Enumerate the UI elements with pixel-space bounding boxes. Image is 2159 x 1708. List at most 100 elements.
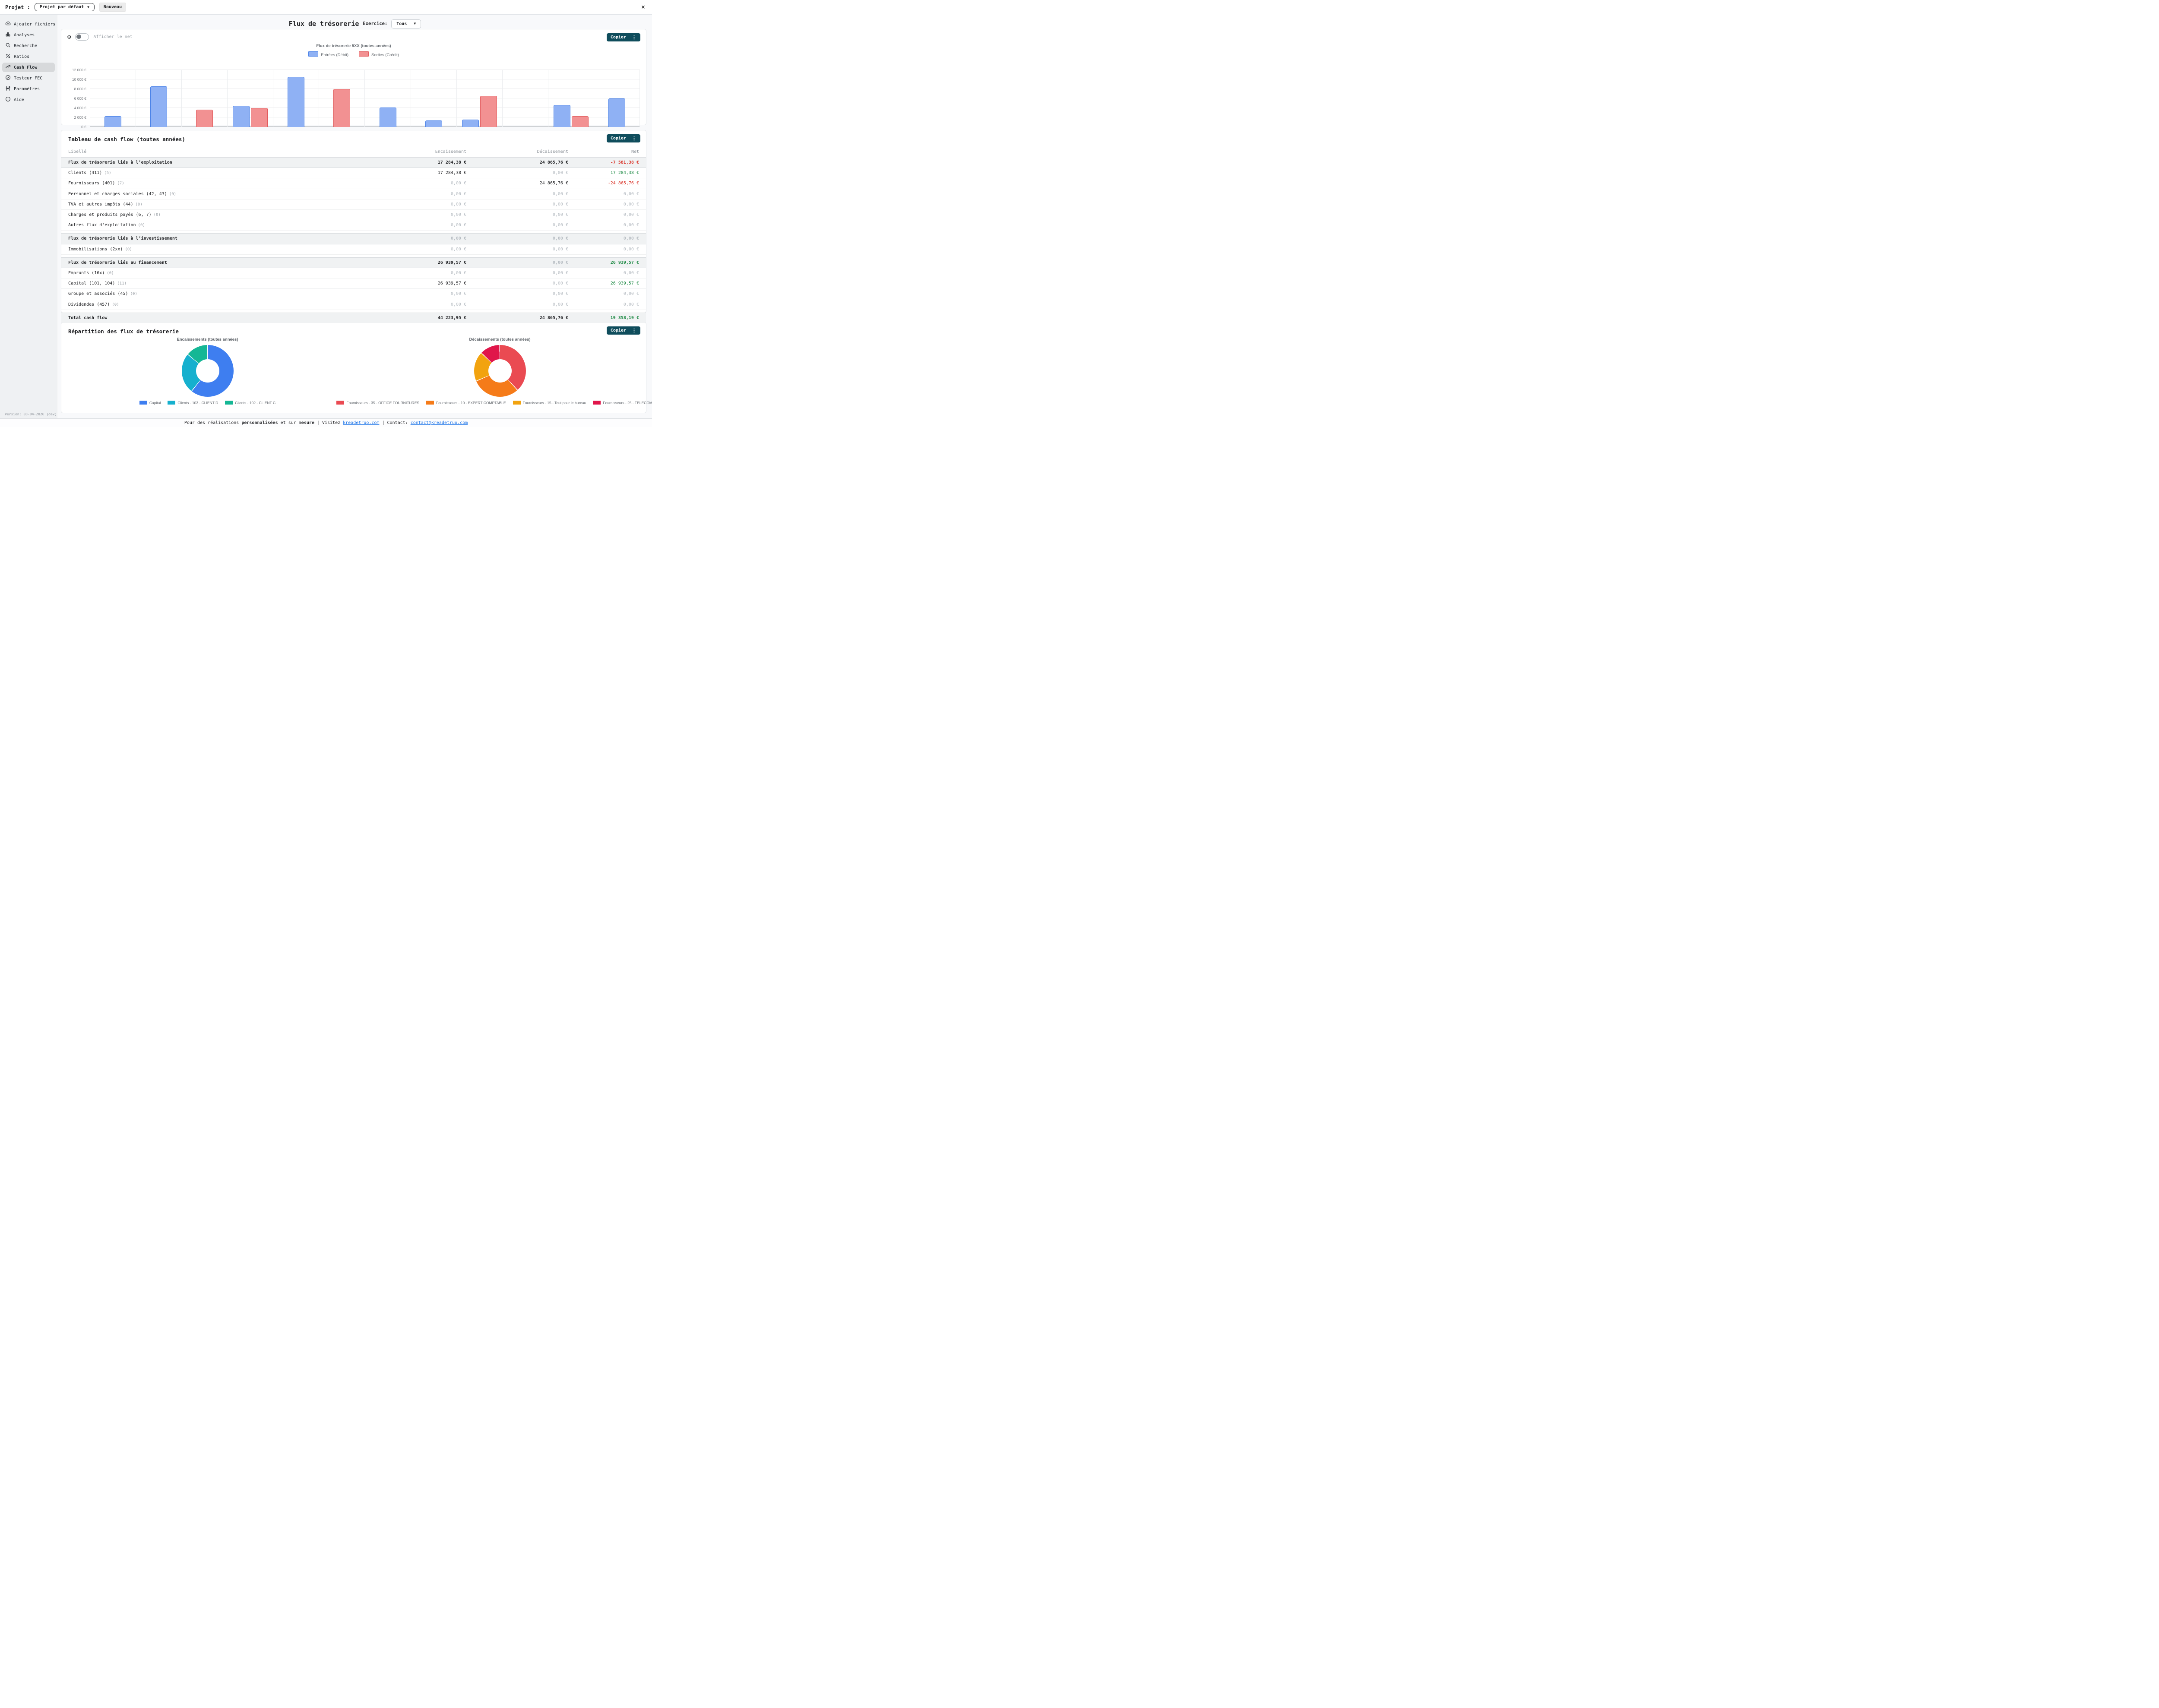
sidebar-item-analyses[interactable]: Analyses: [2, 30, 55, 40]
bar-entrees-debit-avr: [233, 106, 250, 127]
bar-sorties-credit-avr: [251, 108, 268, 127]
table-row-fournisseurs-401: Fournisseurs (401) (7) 0,00 € 24 865,76 € -2…: [61, 178, 646, 189]
month-column-juin: [319, 70, 364, 127]
legend-item-clients-103-client-d: Clients - 103 - CLIENT D: [168, 401, 218, 405]
legend-item-fournisseurs-10-expert-comptable: Fournisseurs - 10 - EXPERT COMPTABLE: [426, 401, 506, 405]
percent-icon: [5, 53, 11, 60]
sidebar-item-parametres[interactable]: Paramètres: [2, 84, 55, 94]
show-net-toggle[interactable]: [75, 33, 89, 41]
legend-label: Sorties (Crédit): [371, 53, 399, 57]
sidebar-item-ratios[interactable]: Ratios: [2, 52, 55, 61]
cell-decaissement: 0,00 €: [552, 247, 568, 252]
row-label: Autres flux d'exploitation (0): [68, 223, 363, 228]
version-text: Version: 03-04-2026 (dev): [5, 412, 57, 416]
kebab-menu-icon[interactable]: ⋮: [632, 35, 636, 40]
row-label-text: Emprunts (16x): [68, 270, 105, 275]
row-label: Total cash flow: [68, 316, 363, 320]
row-entry-count: (0): [138, 223, 145, 228]
cell-decaissement: 24 865,76 €: [539, 160, 568, 165]
cell-encaissement: 0,00 €: [450, 202, 466, 207]
legend-item-clients-102-client-c: Clients - 102 - CLIENT C: [225, 401, 275, 405]
col-header-net: Net: [631, 149, 639, 154]
cell-encaissement: 26 939,57 €: [437, 260, 466, 265]
sidebar-item-label: Aide: [14, 97, 25, 102]
legend-swatch: [359, 51, 369, 57]
copy-repartition-button[interactable]: Copier ⋮: [606, 326, 640, 335]
page-title: Flux de trésorerie: [288, 20, 359, 28]
copy-chart-button-label: Copier: [610, 35, 626, 40]
month-column-sept: [456, 70, 502, 127]
table-row-autres-flux-d-exploitation: Autres flux d'exploitation (0) 0,00 € 0,00 …: [61, 220, 646, 231]
sidebar-item-aide[interactable]: Aide: [2, 95, 55, 104]
sidebar-item-ajouter-fichiers[interactable]: Ajouter fichiers: [2, 19, 55, 29]
cell-decaissement: 0,00 €: [552, 291, 568, 297]
cell-decaissement: 0,00 €: [552, 236, 568, 241]
gear-icon[interactable]: ⚙: [67, 33, 71, 41]
row-label-text: Autres flux d'exploitation: [68, 223, 136, 228]
sidebar: Ajouter fichiers Analyses Recherche Ratios C…: [0, 15, 57, 419]
month-column-aout: [410, 70, 456, 127]
copy-table-button[interactable]: Copier ⋮: [606, 134, 640, 142]
footer-text: | Visitez: [314, 421, 343, 425]
row-entry-count: (0): [153, 213, 161, 218]
trending-up-icon: [5, 64, 11, 71]
table-row-dividendes-457: Dividendes (457) (0) 0,00 € 0,00 € 0,00 €: [61, 299, 646, 310]
project-selector[interactable]: Projet par défaut ▼: [34, 3, 95, 11]
cell-net: 17 284,38 €: [610, 171, 639, 176]
new-project-button[interactable]: Nouveau: [99, 3, 127, 12]
chevron-down-icon: ▼: [414, 22, 416, 25]
main-content: Flux de trésorerie Exercice: Tous ▼ ⚙ Af…: [58, 15, 652, 419]
legend-swatch: [426, 401, 434, 405]
row-entry-count: (0): [107, 271, 114, 275]
sidebar-item-recherche[interactable]: Recherche: [2, 41, 55, 51]
chart-tools: ⚙ Afficher le net: [67, 33, 133, 41]
cell-net: 0,00 €: [623, 223, 639, 228]
legend-item-sorties-credit: Sorties (Crédit): [359, 51, 399, 57]
website-link[interactable]: kreadetruo.com: [343, 421, 380, 425]
y-tick-label: 8 000 €: [74, 87, 86, 91]
close-icon[interactable]: ×: [641, 3, 645, 11]
cell-encaissement: 0,00 €: [450, 223, 466, 228]
bar-chart: Flux de trésorerie 5XX (toutes années) E…: [66, 42, 642, 133]
sidebar-item-label: Ratios: [14, 54, 30, 59]
month-column-mai: [273, 70, 319, 127]
row-label-text: Charges et produits payés (6, 7): [68, 212, 152, 218]
legend-item-fournisseurs-15-tout-pour-le-bureau: Fournisseurs - 15 - Tout pour le bureau: [513, 401, 586, 405]
cell-decaissement: 0,00 €: [552, 260, 568, 265]
row-entry-count: (7): [117, 181, 124, 186]
decaissements-donut-title: Décaissements (toutes années): [469, 337, 531, 342]
table-row-groupe-et-associes-45: Groupe et associés (45) (0) 0,00 € 0,00 € 0,…: [61, 289, 646, 300]
row-label: Personnel et charges sociales (42, 43) (0…: [68, 192, 363, 196]
cell-encaissement: 0,00 €: [450, 302, 466, 307]
row-label: Dividendes (457) (0): [68, 302, 363, 307]
kebab-menu-icon[interactable]: ⋮: [632, 328, 636, 333]
table-row-immobilisations-2xx: Immobilisations (2xx) (0) 0,00 € 0,00 € 0,00…: [61, 244, 646, 255]
month-column-jan: [90, 70, 136, 127]
encaissements-donut-section: Encaissements (toutes années) Capital Cli…: [61, 337, 354, 411]
legend-swatch: [168, 401, 176, 405]
row-label: Fournisseurs (401) (7): [68, 181, 363, 186]
table-row-clients-411: Clients (411) (5) 17 284,38 € 0,00 € 17 284,…: [61, 168, 646, 179]
kebab-menu-icon[interactable]: ⋮: [632, 136, 636, 141]
legend-label: Clients - 102 - CLIENT C: [235, 401, 276, 405]
page-header: Flux de trésorerie Exercice: Tous ▼: [58, 19, 652, 29]
chevron-down-icon: ▼: [87, 5, 89, 9]
legend-label: Fournisseurs - 10 - EXPERT COMPTABLE: [436, 401, 506, 405]
cell-encaissement: 17 284,38 €: [437, 160, 466, 165]
table-card-title: Tableau de cash flow (toutes années): [68, 136, 185, 142]
exercice-select[interactable]: Tous ▼: [391, 19, 421, 28]
contact-email-link[interactable]: contact@kreadetruo.com: [410, 421, 468, 425]
bar-sorties-credit-juin: [333, 89, 351, 127]
row-label-text: Fournisseurs (401): [68, 181, 115, 186]
legend-label: Fournisseurs - 25 - TELECOM PLUS: [603, 401, 652, 405]
table-row-emprunts-16x: Emprunts (16x) (0) 0,00 € 0,00 € 0,00 €: [61, 268, 646, 279]
col-header-encaissement: Encaissement: [435, 149, 466, 154]
cell-net: 0,00 €: [623, 202, 639, 207]
row-label-text: Groupe et associés (45): [68, 291, 128, 297]
sidebar-item-testeur-fec[interactable]: Testeur FEC: [2, 73, 55, 83]
cell-encaissement: 26 939,57 €: [437, 281, 466, 286]
copy-chart-button[interactable]: Copier ⋮: [606, 33, 640, 41]
sidebar-item-cash-flow[interactable]: Cash Flow: [2, 63, 55, 72]
table-body: Flux de trésorerie liés à l’exploitation…: [61, 157, 646, 323]
cell-net: 0,00 €: [623, 302, 639, 307]
